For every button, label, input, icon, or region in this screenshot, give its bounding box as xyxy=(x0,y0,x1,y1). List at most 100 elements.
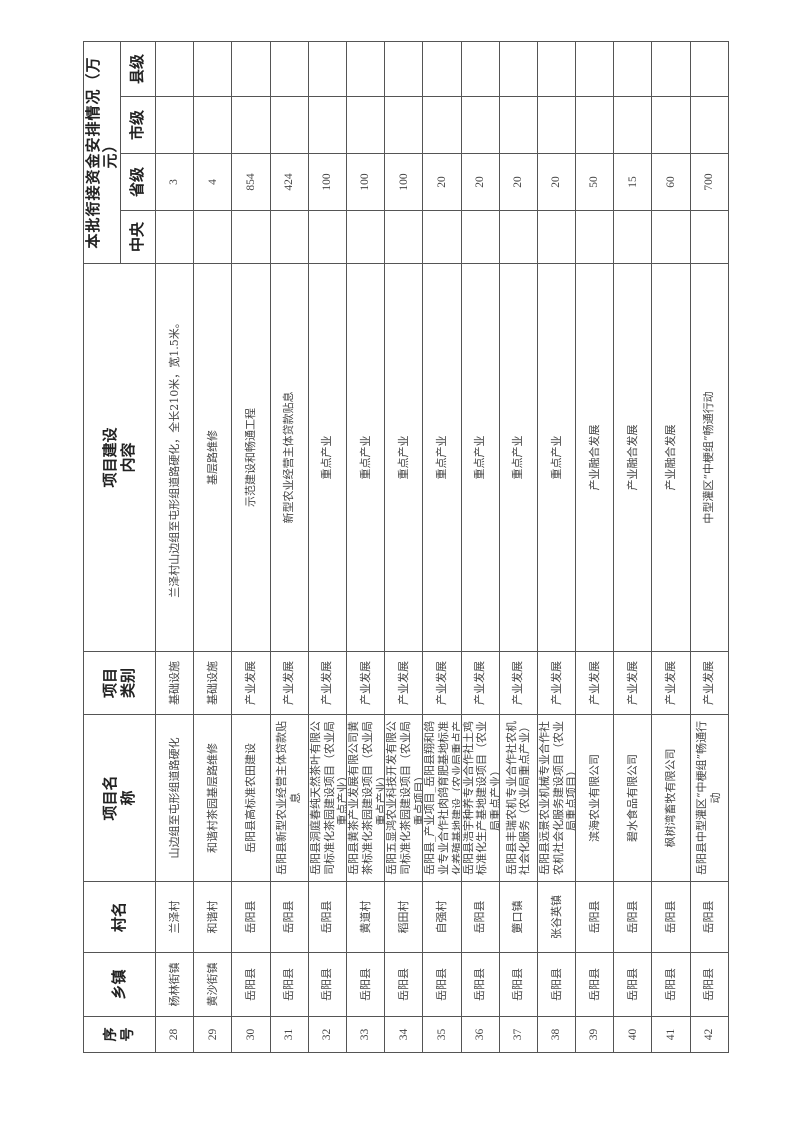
county-amount-cell xyxy=(193,41,232,97)
seq-cell: 29 xyxy=(193,1016,232,1053)
provincial-amount-cell-text: 3 xyxy=(168,179,181,185)
project-type-cell: 产业发展 xyxy=(231,651,271,715)
project-type-cell-text: 产业发展 xyxy=(320,661,334,705)
town-cell-text: 黄沙街镇 xyxy=(205,962,219,1007)
content-cell-text: 兰泽村山边组至屯形组道路硬化，全长210米，宽1.5米。 xyxy=(167,317,181,598)
project-name-cell-text: 岳阳县黄茶产业发展有限公司黄茶标准化茶园建设项目（农业局重点产业） xyxy=(347,721,385,875)
city-amount-cell xyxy=(537,96,576,154)
village-cell: 自强村 xyxy=(422,881,461,953)
content-cell: 基层路维修 xyxy=(193,263,232,652)
village-cell-text: 岳阳县 xyxy=(244,900,258,934)
seq-cell-text: 38 xyxy=(550,1028,563,1041)
header-town: 乡镇 xyxy=(83,952,156,1017)
central-amount-cell xyxy=(422,210,461,264)
seq-cell-text: 32 xyxy=(321,1028,334,1041)
project-name-cell: 碧水食品有限公司 xyxy=(613,714,652,882)
village-cell-text: 兰泽村 xyxy=(167,900,181,934)
provincial-amount-cell: 700 xyxy=(690,153,729,211)
provincial-amount-cell: 100 xyxy=(308,153,347,211)
village-cell: 岳阳县 xyxy=(575,881,614,953)
content-cell: 重点产业 xyxy=(537,263,576,652)
provincial-amount-cell-text: 424 xyxy=(282,173,295,191)
village-cell: 岳阳县 xyxy=(308,881,347,953)
project-name-cell-text: 岳阳县高标准农田建设 xyxy=(244,743,258,853)
header-city: 市级 xyxy=(120,96,156,154)
county-amount-cell xyxy=(422,41,461,97)
city-amount-cell xyxy=(422,96,461,154)
project-type-cell-text: 产业发展 xyxy=(664,661,678,705)
village-cell-text: 岳阳县 xyxy=(702,900,716,934)
project-name-cell-text: 岳阳县远景农业机械专业合作社农机社会化服务建设项目（农业局重点项目） xyxy=(537,721,575,875)
town-cell: 岳阳县 xyxy=(499,952,538,1017)
project-name-cell-text: 山边组至屯形组道路硬化 xyxy=(167,737,181,859)
town-cell: 岳阳县 xyxy=(613,952,652,1017)
city-amount-cell xyxy=(231,96,271,154)
village-cell-text: 黄道村 xyxy=(358,900,372,934)
content-cell: 重点产业 xyxy=(384,263,423,652)
seq-cell: 41 xyxy=(651,1016,691,1053)
project-name-cell-text: 滨海农业有限公司 xyxy=(587,754,601,842)
header-central: 中央 xyxy=(120,210,156,264)
provincial-amount-cell-text: 100 xyxy=(321,173,334,191)
table-row: 42 岳阳县 岳阳县 岳阳县中型灌区“中梗组”畅通行动 产业发展 中型灌区“中梗组”畅通行… xyxy=(690,41,729,1053)
project-type-cell: 产业发展 xyxy=(651,651,691,715)
city-amount-cell xyxy=(575,96,614,154)
town-cell-text: 岳阳县 xyxy=(244,968,258,1001)
provincial-amount-cell: 60 xyxy=(651,153,691,211)
county-amount-cell xyxy=(575,41,614,97)
county-amount-cell xyxy=(613,41,652,97)
seq-cell-text: 34 xyxy=(397,1028,410,1041)
provincial-amount-cell-text: 100 xyxy=(359,173,372,191)
central-amount-cell xyxy=(461,210,500,264)
town-cell-text: 岳阳县 xyxy=(511,968,525,1001)
provincial-amount-cell: 20 xyxy=(537,153,576,211)
provincial-amount-cell: 4 xyxy=(193,153,232,211)
town-cell: 岳阳县 xyxy=(422,952,461,1017)
town-cell-text: 岳阳县 xyxy=(702,968,716,1001)
village-cell: 岳阳县 xyxy=(231,881,271,953)
content-cell: 重点产业 xyxy=(499,263,538,652)
content-cell: 重点产业 xyxy=(346,263,385,652)
village-cell: 岳阳县 xyxy=(461,881,500,953)
seq-cell-text: 30 xyxy=(244,1028,257,1041)
town-cell: 岳阳县 xyxy=(461,952,500,1017)
town-cell-text: 岳阳县 xyxy=(320,968,334,1001)
project-type-cell: 基础设施 xyxy=(155,651,194,715)
project-name-cell: 枫树湾畜牧有限公司 xyxy=(651,714,691,882)
content-cell-text: 重点产业 xyxy=(435,435,449,480)
seq-cell: 38 xyxy=(537,1016,576,1053)
central-amount-cell xyxy=(193,210,232,264)
project-type-cell-text: 产业发展 xyxy=(511,661,525,705)
project-type-cell-text: 产业发展 xyxy=(396,661,410,705)
central-amount-cell xyxy=(308,210,347,264)
content-cell: 产业融合发展 xyxy=(613,263,652,652)
central-amount-cell xyxy=(384,210,423,264)
county-amount-cell xyxy=(346,41,385,97)
project-name-cell-text: 岳阳县浩宇种养专业合作社土鸡标准化生产基地建设项目（农业局重点产业） xyxy=(461,721,499,875)
project-type-cell-text: 产业发展 xyxy=(625,661,639,705)
table-row: 33 岳阳县 黄道村 岳阳县黄茶产业发展有限公司黄茶标准化茶园建设项目（农业局重点产业… xyxy=(346,41,385,1053)
table-row: 30 岳阳县 岳阳县 岳阳县高标准农田建设 产业发展 示范建设和畅通工程 854 xyxy=(231,41,271,1053)
provincial-amount-cell: 854 xyxy=(231,153,271,211)
seq-cell: 37 xyxy=(499,1016,538,1053)
provincial-amount-cell-text: 15 xyxy=(626,176,639,188)
seq-cell-text: 31 xyxy=(282,1028,295,1041)
town-cell-text: 杨林街镇 xyxy=(167,962,181,1007)
project-type-cell-text: 基础设施 xyxy=(167,661,181,705)
central-amount-cell xyxy=(499,210,538,264)
seq-cell: 42 xyxy=(690,1016,729,1053)
table-row: 34 岳阳县 稻田村 岳阳五显鸿农业科技开发有限公司标准化茶园建设项目（农业局重点项目… xyxy=(384,41,423,1053)
table-row: 35 岳阳县 自强村 岳阳县_产业项目_岳阳县翔和鸽业专业合作社肉鸽育肥基地标准化养殖… xyxy=(422,41,461,1053)
table-row: 29 黄沙街镇 和谐村 和谐村茶园基层路维修 基础设施 基层路维修 4 xyxy=(193,41,232,1053)
project-type-cell-text: 产业发展 xyxy=(282,661,296,705)
village-cell-text: 岳阳县 xyxy=(587,900,601,934)
central-amount-cell xyxy=(270,210,309,264)
table-row: 31 岳阳县 岳阳县 岳阳县新型农业经营主体贷款贴息 产业发展 新型农业经营主体贷款贴息 4… xyxy=(270,41,309,1053)
provincial-amount-cell: 20 xyxy=(461,153,500,211)
content-cell: 产业融合发展 xyxy=(651,263,691,652)
project-type-cell: 产业发展 xyxy=(461,651,500,715)
town-cell-text: 岳阳县 xyxy=(587,968,601,1001)
provincial-amount-cell: 100 xyxy=(346,153,385,211)
provincial-amount-cell: 20 xyxy=(422,153,461,211)
village-cell-text: 张谷英镇 xyxy=(549,895,563,939)
